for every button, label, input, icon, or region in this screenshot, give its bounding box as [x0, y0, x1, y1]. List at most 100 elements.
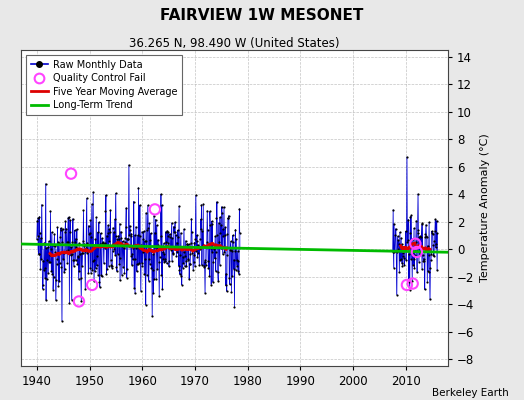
Point	[114, 233, 123, 239]
Point	[169, 250, 177, 256]
Point	[151, 243, 159, 250]
Point	[432, 218, 441, 224]
Point	[224, 215, 233, 222]
Point	[115, 260, 123, 267]
Point	[134, 261, 142, 268]
Point	[53, 224, 62, 231]
Point	[67, 170, 75, 177]
Point	[403, 237, 412, 243]
Point	[199, 242, 207, 249]
Point	[189, 267, 197, 273]
Point	[407, 212, 416, 218]
Point	[398, 241, 406, 247]
Point	[95, 284, 104, 290]
Point	[87, 234, 95, 240]
Point	[137, 260, 146, 266]
Point	[115, 220, 124, 227]
Point	[71, 239, 79, 246]
Point	[127, 252, 135, 259]
Point	[139, 248, 147, 255]
Point	[230, 304, 238, 310]
Point	[408, 235, 417, 242]
Point	[211, 268, 220, 274]
Point	[113, 268, 121, 274]
Point	[201, 257, 210, 263]
Point	[204, 264, 213, 271]
Point	[194, 241, 202, 248]
Point	[126, 232, 135, 239]
Point	[90, 256, 98, 263]
Point	[426, 265, 434, 272]
Point	[144, 202, 152, 209]
Point	[62, 225, 70, 232]
Point	[400, 255, 408, 261]
Point	[162, 239, 170, 245]
Point	[72, 244, 81, 250]
Point	[190, 252, 198, 258]
Point	[233, 257, 241, 263]
Point	[75, 240, 83, 246]
Point	[73, 260, 81, 267]
Point	[35, 214, 43, 220]
Point	[138, 228, 146, 235]
Point	[175, 267, 183, 273]
Point	[43, 257, 51, 264]
Point	[391, 232, 399, 238]
Point	[421, 234, 429, 240]
Point	[34, 215, 42, 221]
Point	[160, 259, 168, 265]
Point	[103, 230, 112, 236]
Point	[125, 223, 134, 229]
Point	[136, 233, 145, 239]
Point	[183, 241, 191, 247]
Point	[126, 226, 134, 233]
Point	[406, 230, 414, 236]
Point	[82, 245, 90, 251]
Point	[69, 216, 77, 222]
Point	[197, 202, 205, 208]
Point	[219, 226, 227, 232]
Point	[193, 254, 202, 261]
Point	[164, 233, 172, 240]
Point	[35, 251, 43, 257]
Point	[82, 195, 91, 202]
Point	[215, 239, 223, 246]
Point	[227, 247, 235, 253]
Point	[423, 233, 431, 240]
Point	[94, 241, 103, 248]
Point	[66, 217, 74, 224]
Point	[394, 246, 402, 252]
Point	[170, 229, 179, 236]
Point	[35, 251, 43, 257]
Point	[109, 240, 117, 247]
Point	[80, 241, 89, 247]
Point	[148, 313, 156, 319]
Point	[196, 216, 205, 222]
Point	[87, 270, 95, 276]
Point	[222, 288, 231, 294]
Point	[123, 274, 131, 281]
Point	[88, 266, 96, 273]
Point	[153, 246, 161, 252]
Point	[416, 251, 424, 257]
Point	[206, 245, 215, 252]
Point	[72, 236, 80, 242]
Point	[414, 230, 422, 237]
Point	[59, 256, 68, 262]
Point	[50, 242, 58, 248]
Point	[58, 239, 67, 246]
Point	[112, 190, 120, 196]
Point	[145, 220, 154, 226]
Point	[90, 245, 99, 251]
Point	[176, 271, 184, 278]
Point	[194, 250, 203, 256]
Point	[213, 198, 221, 205]
Point	[156, 232, 165, 239]
Point	[147, 230, 155, 236]
Point	[159, 240, 168, 247]
Point	[67, 252, 75, 258]
Y-axis label: Temperature Anomaly (°C): Temperature Anomaly (°C)	[480, 134, 490, 282]
Point	[406, 213, 414, 220]
Point	[76, 251, 84, 257]
Point	[156, 254, 164, 260]
